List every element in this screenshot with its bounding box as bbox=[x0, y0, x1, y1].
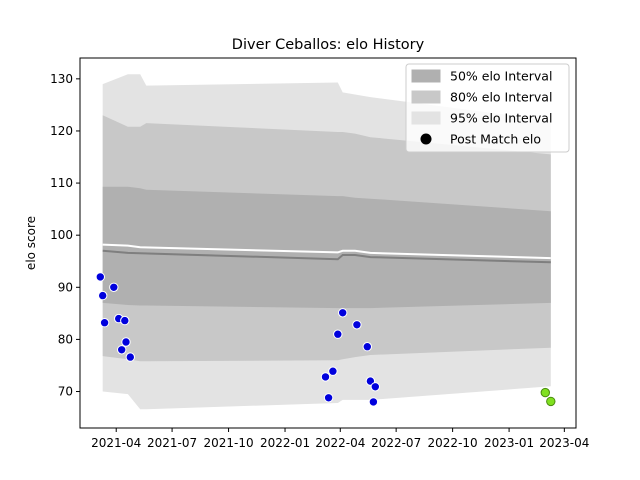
legend-label: Post Match elo bbox=[450, 132, 541, 147]
post-match-elo-point bbox=[368, 397, 379, 407]
legend-label: 80% elo Interval bbox=[450, 90, 552, 105]
post-match-elo-point bbox=[121, 337, 131, 347]
post-match-elo-point bbox=[370, 382, 380, 392]
post-match-elo-point bbox=[546, 396, 556, 407]
post-match-elo-point bbox=[125, 352, 136, 362]
post-match-elo-point bbox=[338, 308, 348, 318]
post-match-elo-point bbox=[98, 290, 108, 301]
legend-label: 50% elo Interval bbox=[450, 69, 552, 84]
legend: 50% elo Interval 80% elo Interval 95% elo … bbox=[405, 63, 570, 153]
x-tick-label: 2021-10 bbox=[203, 436, 253, 450]
x-axis: 2021-04 2021-07 2021-10 2022-01 2022-04 2022-… bbox=[91, 428, 589, 450]
post-match-elo-point bbox=[117, 345, 127, 355]
y-axis: 70 80 90 100 110 120 130 bbox=[50, 72, 80, 399]
plot-frame bbox=[79, 57, 577, 429]
post-match-elo-point bbox=[320, 372, 331, 382]
post-match-elo-point bbox=[95, 272, 106, 282]
post-match-elo-point bbox=[333, 329, 343, 339]
post-match-elo-point bbox=[109, 282, 119, 292]
elo-mean-line bbox=[102, 249, 551, 264]
x-tick-label: 2021-04 bbox=[91, 436, 141, 450]
post-match-elo-point bbox=[352, 320, 362, 330]
x-tick-label: 2023-01 bbox=[484, 436, 534, 450]
y-tick-label: 90 bbox=[58, 280, 73, 294]
y-tick-label: 80 bbox=[58, 332, 73, 346]
post-match-elo-point bbox=[328, 366, 338, 376]
post-match-elo-point bbox=[120, 315, 130, 326]
y-tick-label: 70 bbox=[58, 385, 73, 399]
post-match-elo-point bbox=[99, 318, 110, 328]
elo-upper-line bbox=[102, 243, 551, 260]
legend-box bbox=[405, 63, 570, 153]
post-match-elo-point bbox=[323, 393, 334, 403]
x-tick-label: 2022-01 bbox=[260, 436, 310, 450]
legend-label: 95% elo Interval bbox=[450, 111, 552, 126]
legend-marker bbox=[420, 133, 432, 145]
chart-title: Diver Ceballos: elo History bbox=[232, 37, 425, 53]
y-tick-label: 130 bbox=[50, 72, 73, 86]
x-tick-label: 2021-07 bbox=[147, 436, 197, 450]
x-tick-label: 2022-10 bbox=[428, 436, 478, 450]
legend-swatch bbox=[411, 111, 441, 125]
plot-area bbox=[95, 74, 556, 410]
y-tick-label: 100 bbox=[50, 228, 73, 242]
y-tick-label: 120 bbox=[50, 124, 73, 138]
y-axis-label: elo score bbox=[24, 216, 38, 270]
post-match-elo-point bbox=[540, 387, 550, 398]
x-tick-label: 2023-04 bbox=[539, 436, 589, 450]
band-50-interval bbox=[102, 186, 551, 309]
legend-swatch bbox=[411, 90, 441, 104]
x-tick-label: 2022-04 bbox=[315, 436, 365, 450]
post-match-elo-point bbox=[362, 342, 372, 352]
legend-swatch bbox=[411, 69, 441, 83]
y-tick-label: 110 bbox=[50, 176, 73, 190]
x-tick-label: 2022-07 bbox=[371, 436, 421, 450]
